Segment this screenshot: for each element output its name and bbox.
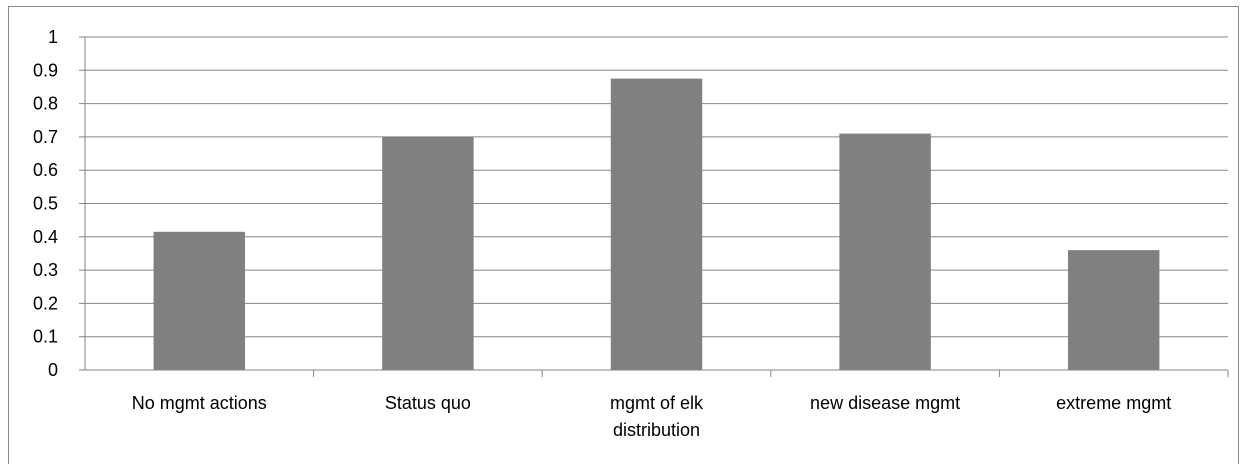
x-category-label-3: new disease mgmt xyxy=(810,393,960,413)
x-category-label-1-line-0: Status quo xyxy=(385,393,471,413)
bar-2 xyxy=(610,78,703,370)
y-tick-label-7: 0.7 xyxy=(33,127,58,147)
y-tick-label-1: 0.1 xyxy=(33,327,58,347)
y-tick-label-3: 0.3 xyxy=(33,260,58,280)
x-category-label-4-line-0: extreme mgmt xyxy=(1056,393,1171,413)
y-tick-label-6: 0.6 xyxy=(33,160,58,180)
x-category-label-2-line-0: mgmt of elk xyxy=(610,393,704,413)
y-tick-label-9: 0.9 xyxy=(33,60,58,80)
x-category-label-2: mgmt of elk distribution xyxy=(610,393,704,440)
y-tick-label-2: 0.2 xyxy=(33,293,58,313)
y-tick-label-0: 0 xyxy=(48,360,58,380)
x-category-label-2-line-1: distribution xyxy=(613,420,700,440)
x-category-label-0-line-0: No mgmt actions xyxy=(132,393,267,413)
chart-frame xyxy=(8,6,1239,464)
bar-4 xyxy=(1067,250,1160,370)
y-tick-label-8: 0.8 xyxy=(33,94,58,114)
x-category-label-0: No mgmt actions xyxy=(132,393,267,413)
x-category-label-3-line-0: new disease mgmt xyxy=(810,393,960,413)
bars xyxy=(153,78,1160,370)
x-category-label-1: Status quo xyxy=(385,393,471,413)
y-tick-label-4: 0.4 xyxy=(33,227,58,247)
y-tick-label-5: 0.5 xyxy=(33,194,58,214)
axis-labels: 0 0.1 0.2 0.3 0.4 0.5 0.6 0.7 0.8 0.9 1 No mgmt act… xyxy=(33,27,1171,440)
y-tick-label-10: 1 xyxy=(48,27,58,47)
bar-3 xyxy=(839,133,931,370)
x-category-label-4: extreme mgmt xyxy=(1056,393,1171,413)
bar-1 xyxy=(382,136,474,370)
axes xyxy=(79,36,1229,377)
bar-0 xyxy=(153,231,246,370)
